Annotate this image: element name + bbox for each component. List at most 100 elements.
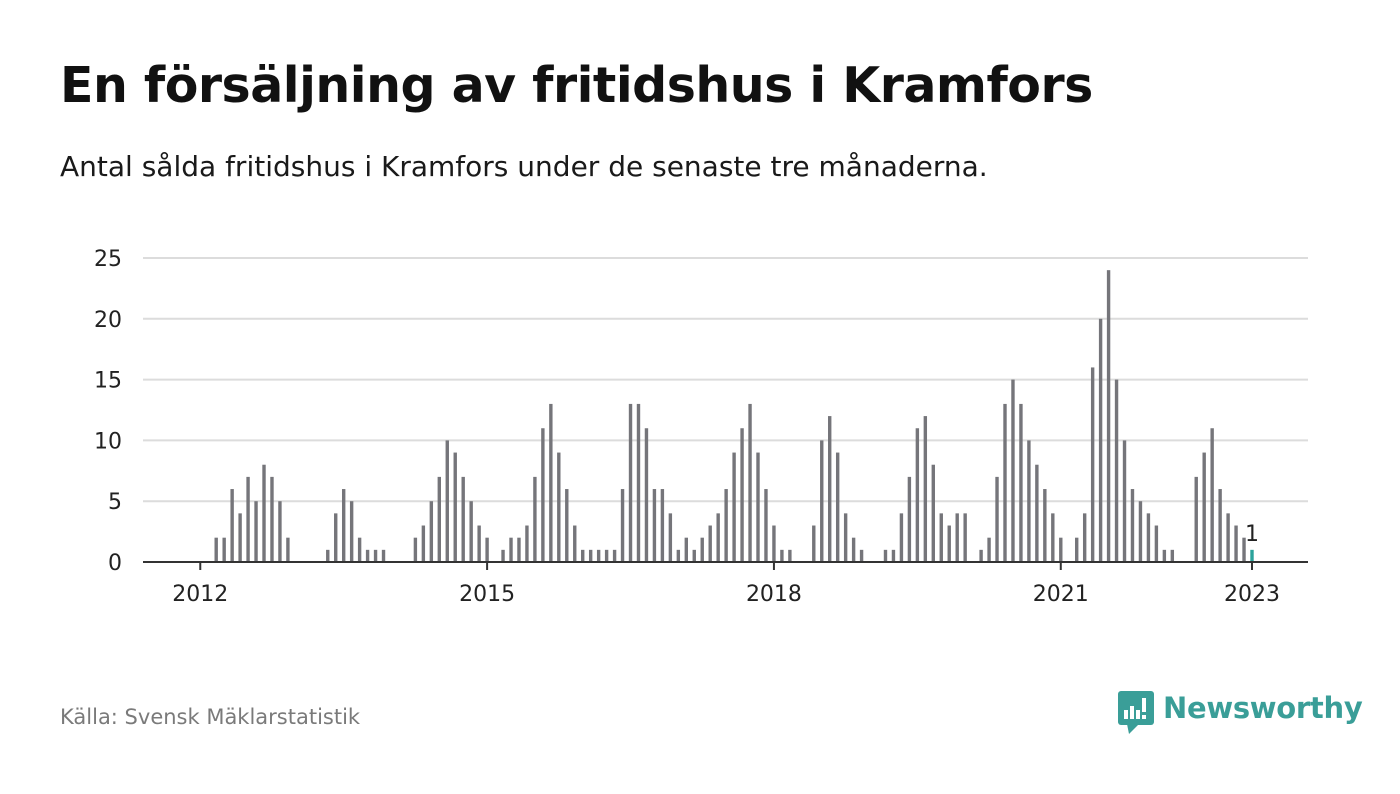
bar xyxy=(557,452,561,562)
x-tick-label: 2015 xyxy=(459,582,515,607)
bar xyxy=(254,501,258,562)
bar xyxy=(1138,501,1143,562)
bar xyxy=(859,549,864,562)
bar xyxy=(644,428,649,562)
bar xyxy=(1035,464,1039,562)
bar xyxy=(1130,489,1135,562)
bar-highlight xyxy=(1250,549,1254,562)
bar xyxy=(596,549,601,562)
bar xyxy=(453,452,457,562)
bar xyxy=(1170,549,1175,562)
bar xyxy=(931,464,935,562)
bar xyxy=(588,549,593,562)
bar xyxy=(525,525,529,562)
bar xyxy=(820,440,824,562)
bar xyxy=(732,452,736,562)
bar xyxy=(246,476,250,562)
bar xyxy=(501,549,505,562)
bar xyxy=(963,513,967,562)
bar xyxy=(509,537,513,562)
source-note: Källa: Svensk Mäklarstatistik xyxy=(60,705,361,729)
bar xyxy=(891,549,896,562)
bar xyxy=(748,403,752,562)
bar xyxy=(660,489,665,562)
bar xyxy=(636,403,641,562)
y-axis: 0 5 10 15 20 25 xyxy=(94,247,122,576)
bar xyxy=(381,549,386,562)
bar xyxy=(1011,379,1015,562)
bar xyxy=(979,549,983,562)
bar xyxy=(565,489,569,562)
bar xyxy=(955,513,959,562)
bar xyxy=(1059,537,1063,562)
bar xyxy=(724,489,728,562)
bar xyxy=(334,513,338,562)
bar xyxy=(668,513,673,562)
bar xyxy=(477,525,481,562)
newsworthy-logo[interactable]: Newsworthy xyxy=(1117,688,1363,736)
bar xyxy=(549,403,553,562)
bar xyxy=(716,513,720,562)
bar xyxy=(365,549,370,562)
bar xyxy=(1242,537,1246,562)
bar xyxy=(780,549,784,562)
bar xyxy=(995,476,999,562)
bar xyxy=(541,428,545,562)
bar xyxy=(987,537,991,562)
bar xyxy=(533,476,537,562)
bar xyxy=(445,440,449,562)
bar xyxy=(413,537,418,562)
bar xyxy=(1090,367,1095,562)
bar xyxy=(740,428,744,562)
bar xyxy=(517,537,521,562)
y-tick-label: 10 xyxy=(94,429,122,454)
newsworthy-logo-icon xyxy=(1118,691,1154,734)
x-tick-label: 2021 xyxy=(1033,582,1089,607)
bar xyxy=(278,501,282,562)
bar xyxy=(1218,489,1222,562)
chart-subtitle: Antal sålda fritidshus i Kramfors under … xyxy=(60,150,988,183)
bar xyxy=(1114,379,1119,562)
bar xyxy=(708,525,712,562)
bar xyxy=(373,549,378,562)
bar xyxy=(692,549,696,562)
y-tick-label: 5 xyxy=(108,490,122,515)
x-axis: 2012 2015 2018 2021 2023 xyxy=(143,561,1308,607)
bar xyxy=(851,537,856,562)
bar-chart: 0 5 10 15 20 25 2012 2015 2018 2021 2023 1 xyxy=(94,247,1308,607)
bar xyxy=(628,403,633,562)
y-tick-label: 15 xyxy=(94,369,122,394)
bar xyxy=(581,549,585,562)
bar xyxy=(437,476,441,562)
bar xyxy=(326,549,330,562)
bar xyxy=(812,525,816,562)
chart-title: En försäljning av fritidshus i Kramfors xyxy=(60,57,1093,114)
bar xyxy=(612,549,617,562)
x-tick-label: 2023 xyxy=(1224,582,1280,607)
bar xyxy=(1075,537,1079,562)
bar xyxy=(1226,513,1230,562)
x-tick-label: 2012 xyxy=(172,582,228,607)
bar xyxy=(1051,513,1055,562)
bar xyxy=(899,513,904,562)
bar xyxy=(1146,513,1151,562)
bar xyxy=(1122,440,1127,562)
bar xyxy=(1106,270,1111,562)
bar xyxy=(652,489,657,562)
x-tick-label: 2018 xyxy=(746,582,802,607)
bar xyxy=(1162,549,1167,562)
bar xyxy=(1043,489,1047,562)
bar xyxy=(907,476,912,562)
bar xyxy=(923,416,928,562)
data-labels: 1 xyxy=(1245,522,1259,547)
bar xyxy=(835,452,840,562)
bar xyxy=(1003,403,1007,562)
bar xyxy=(262,464,266,562)
bar xyxy=(230,489,234,562)
bar xyxy=(485,537,489,562)
bar xyxy=(1202,452,1206,562)
bar xyxy=(915,428,920,562)
bar xyxy=(604,549,609,562)
bar xyxy=(1082,513,1087,562)
bar xyxy=(772,525,776,562)
